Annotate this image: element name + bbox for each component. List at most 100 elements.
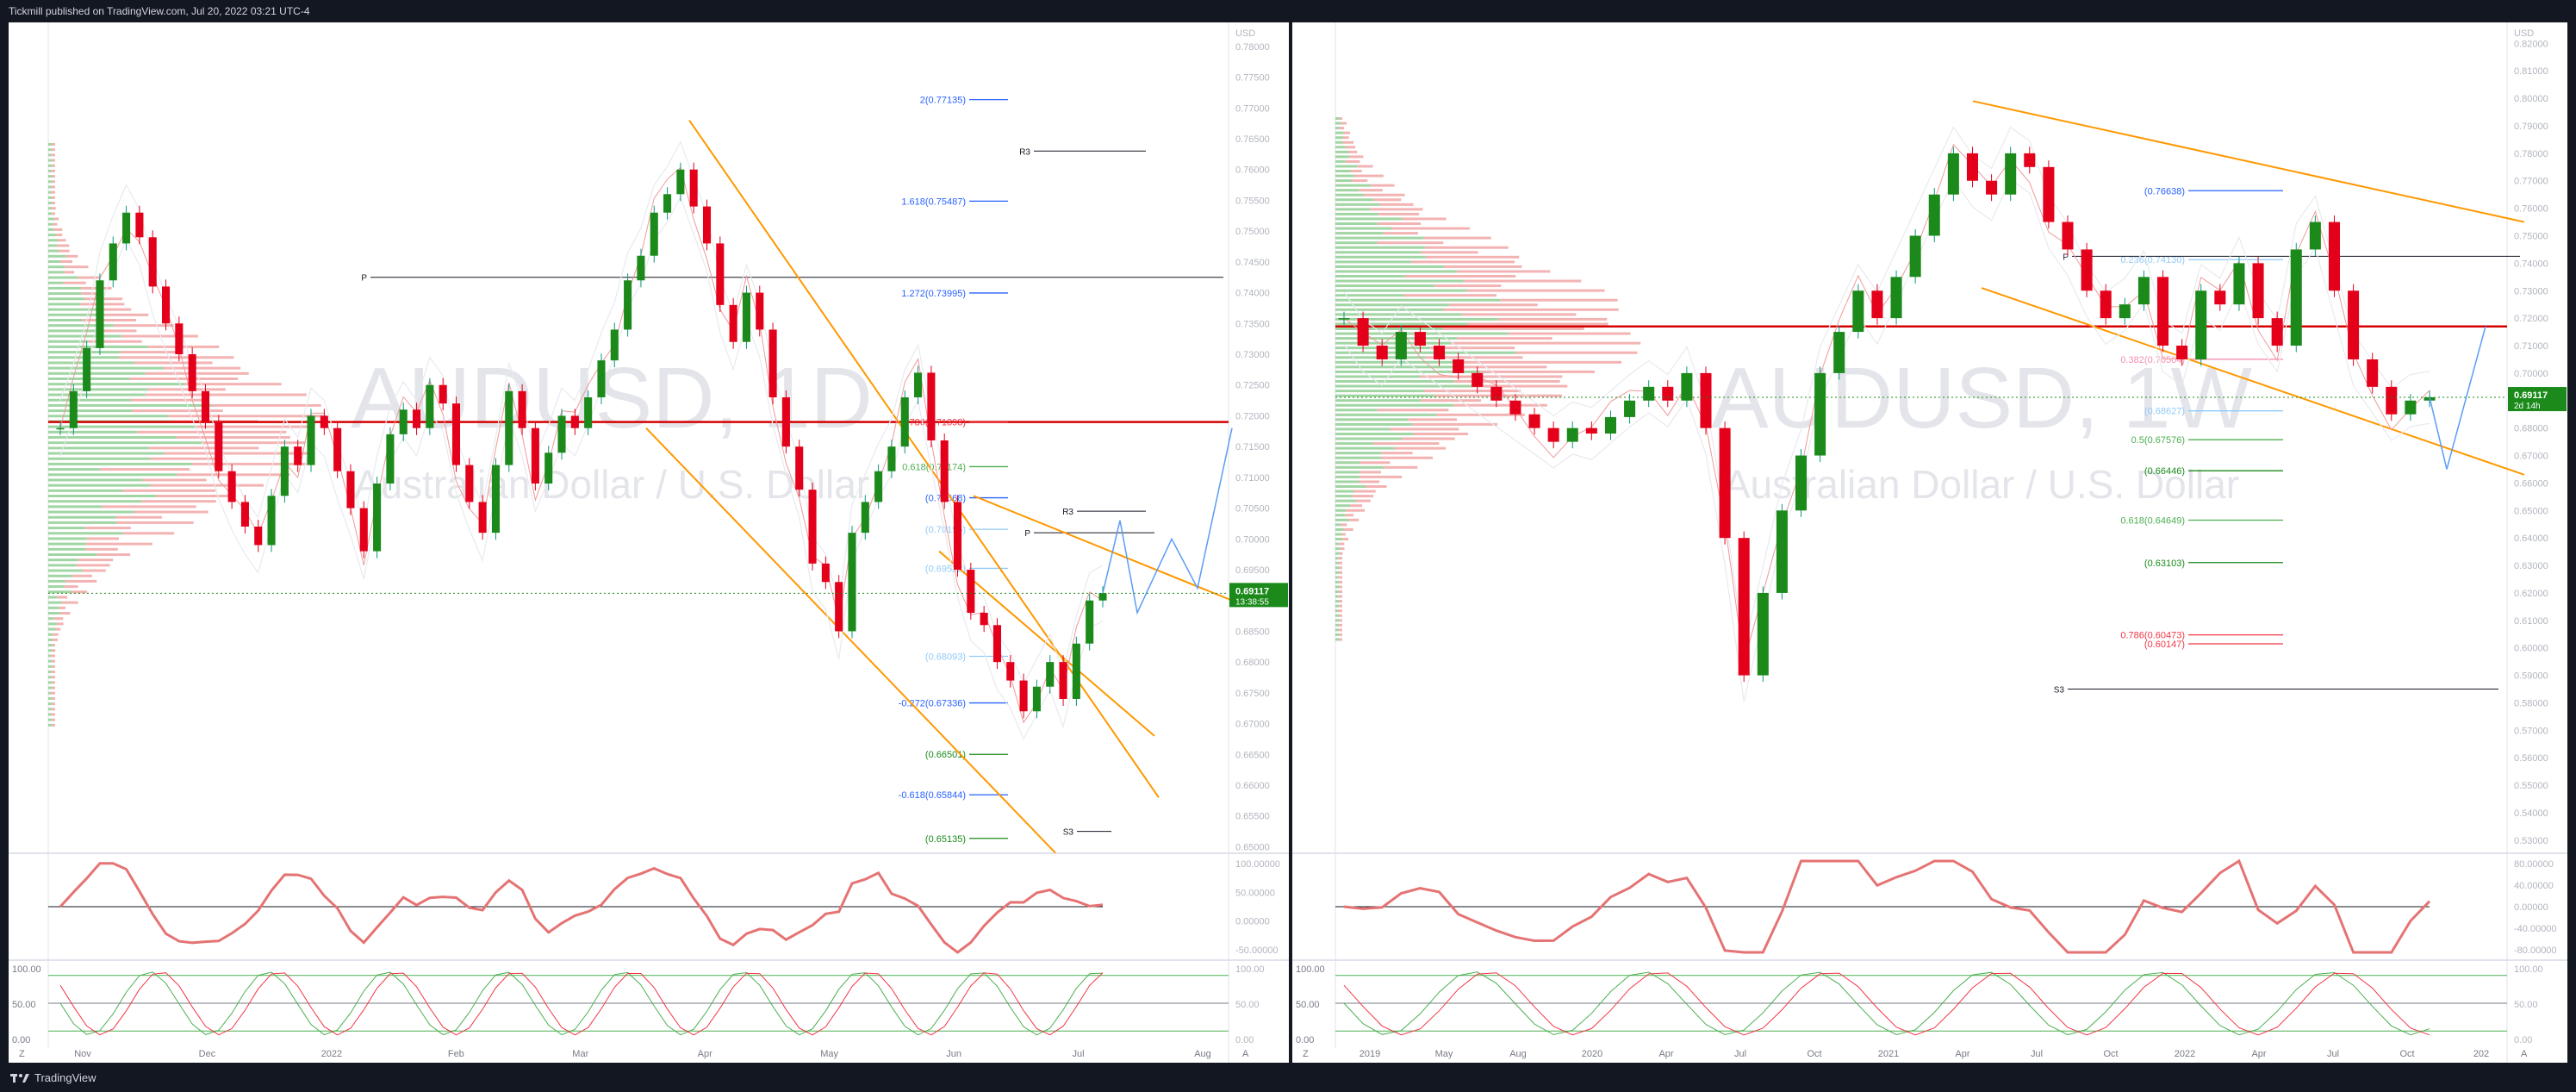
volume-profile-bar-up bbox=[1335, 241, 1378, 245]
volume-profile-bar-up bbox=[48, 436, 177, 439]
volume-profile-bar-up bbox=[1335, 146, 1346, 149]
volume-profile-bar-up bbox=[1335, 255, 1426, 259]
chart-panel-weekly[interactable]: AUDUSD, 1W Australian Dollar / U.S. Dolla… bbox=[1292, 22, 2567, 1063]
volume-profile-bar-down bbox=[51, 169, 55, 172]
volume-profile-bar-down bbox=[1394, 446, 1447, 450]
volume-profile-bar-down bbox=[129, 378, 239, 380]
volume-profile-bar-down bbox=[1341, 533, 1346, 536]
y-tick-label: 0.62000 bbox=[2514, 589, 2548, 599]
volume-profile-bar-down bbox=[1341, 523, 1347, 527]
volume-profile-bar-down bbox=[56, 234, 63, 237]
volume-profile-bar-down bbox=[52, 175, 55, 178]
volume-profile-bar-up bbox=[1335, 298, 1501, 302]
candle-body bbox=[953, 502, 962, 570]
rsi-tick-label: 100.00000 bbox=[1235, 859, 1280, 870]
volume-profile-bar-up bbox=[48, 249, 59, 253]
volume-profile-bar-down bbox=[1497, 317, 1608, 321]
fib-level-label: 1.272(0.73995) bbox=[901, 289, 966, 299]
volume-profile-bar-down bbox=[96, 308, 132, 311]
candle-body bbox=[781, 397, 790, 447]
volume-profile-bar-up bbox=[48, 579, 66, 583]
volume-profile-bar-down bbox=[1345, 159, 1360, 163]
volume-profile-bar-up bbox=[48, 393, 146, 396]
candle-body bbox=[887, 446, 896, 471]
volume-profile-bar-down bbox=[1429, 346, 1515, 350]
candle-body bbox=[1434, 346, 1446, 359]
volume-profile-bar-down bbox=[142, 478, 207, 482]
candle-body bbox=[240, 502, 249, 527]
volume-profile-bar-up bbox=[1335, 341, 1451, 345]
candle-body bbox=[821, 563, 830, 583]
volume-profile-bar-down bbox=[53, 633, 59, 636]
volume-profile-bar-down bbox=[53, 638, 59, 641]
volume-profile-bar-down bbox=[1444, 265, 1522, 268]
rsi-line bbox=[1343, 858, 2431, 954]
panel-divider[interactable] bbox=[1289, 22, 1292, 1063]
volume-profile-bar-up bbox=[1335, 127, 1340, 130]
candle-body bbox=[2367, 359, 2379, 387]
volume-profile-bar-up bbox=[1335, 437, 1402, 440]
channel-trendline bbox=[688, 120, 1160, 798]
candle-body bbox=[1059, 662, 1067, 699]
y-tick-label: 0.68000 bbox=[1235, 658, 1270, 668]
volume-profile-bar-down bbox=[51, 207, 56, 210]
volume-profile-bar-up bbox=[48, 371, 146, 375]
volume-profile-bar-up bbox=[1335, 284, 1435, 288]
volume-profile-bar-up bbox=[1335, 600, 1340, 603]
publisher-text: Tickmill published on TradingView.com, J… bbox=[9, 5, 310, 17]
candle-body bbox=[702, 206, 712, 244]
volume-profile-bar-down bbox=[101, 329, 137, 333]
volume-profile-bar-up bbox=[1335, 390, 1424, 393]
y-tick-label: 0.66500 bbox=[1235, 750, 1270, 760]
rsi-line bbox=[59, 862, 1104, 954]
volume-profile-bar-down bbox=[1381, 452, 1413, 455]
volume-profile-bar-down bbox=[52, 702, 55, 706]
volume-profile-bar-up bbox=[1335, 184, 1372, 187]
candle-body bbox=[2005, 153, 2017, 195]
fib-level-label: 0.5(0.67576) bbox=[2131, 435, 2185, 446]
y-tick-label: 0.71000 bbox=[2514, 341, 2548, 352]
y-tick-label: 0.73500 bbox=[1235, 319, 1270, 329]
volume-profile-bar-down bbox=[115, 515, 162, 519]
candle-body bbox=[663, 194, 672, 213]
x-tick-label: Apr bbox=[698, 1049, 712, 1059]
volume-profile-bar-up bbox=[48, 542, 86, 546]
volume-profile-bar-up bbox=[48, 271, 64, 274]
volume-profile-bar-down bbox=[82, 319, 137, 321]
volume-profile-bar-down bbox=[87, 537, 119, 540]
candle-body bbox=[1414, 332, 1426, 346]
volume-profile-bar-down bbox=[1391, 227, 1470, 230]
volume-profile-bar-up bbox=[1335, 289, 1467, 292]
volume-profile-bar-up bbox=[1335, 117, 1340, 120]
candle-body bbox=[1662, 386, 1674, 401]
candle-body bbox=[967, 570, 975, 613]
volume-profile-bar-down bbox=[196, 425, 313, 428]
weekly-chart-svg[interactable]: AUDUSD, 1W Australian Dollar / U.S. Dolla… bbox=[1292, 22, 2567, 1063]
volume-profile-bar-down bbox=[131, 398, 206, 402]
volume-profile-bar-down bbox=[1373, 198, 1402, 202]
y-tick-label: 0.63000 bbox=[2514, 561, 2548, 571]
chart-panel-daily[interactable]: AUDUSD, 1D Australian Dollar / U.S. Dolla… bbox=[9, 22, 1289, 1063]
volume-profile-bar-up bbox=[1335, 614, 1340, 617]
volume-profile-bar-up bbox=[48, 585, 65, 589]
volume-profile-bar-down bbox=[1340, 547, 1345, 551]
candle-body bbox=[1357, 318, 1369, 346]
volume-profile-bar-up bbox=[1335, 251, 1422, 254]
volume-profile-bar-down bbox=[54, 217, 59, 221]
x-tick-label: Oct bbox=[2399, 1049, 2414, 1059]
volume-profile-bar-down bbox=[147, 388, 226, 391]
candle-body bbox=[1472, 372, 1484, 387]
volume-profile-bar-up bbox=[48, 212, 53, 215]
y-tick-label: 0.72000 bbox=[1235, 411, 1270, 421]
fib-level-label: 0.382(0.70504) bbox=[2120, 355, 2185, 365]
x-tick-label: Oct bbox=[2103, 1049, 2118, 1059]
y-tick-label: 0.59000 bbox=[2514, 671, 2548, 682]
volume-profile-bar-up bbox=[48, 148, 53, 152]
volume-profile-bar-up bbox=[1335, 442, 1373, 446]
volume-profile-bar-down bbox=[134, 361, 213, 365]
y-tick-label: 0.70000 bbox=[2514, 369, 2548, 379]
volume-profile-bar-down bbox=[1423, 236, 1491, 240]
candle-body bbox=[1604, 416, 1616, 434]
candle-body bbox=[478, 502, 487, 534]
